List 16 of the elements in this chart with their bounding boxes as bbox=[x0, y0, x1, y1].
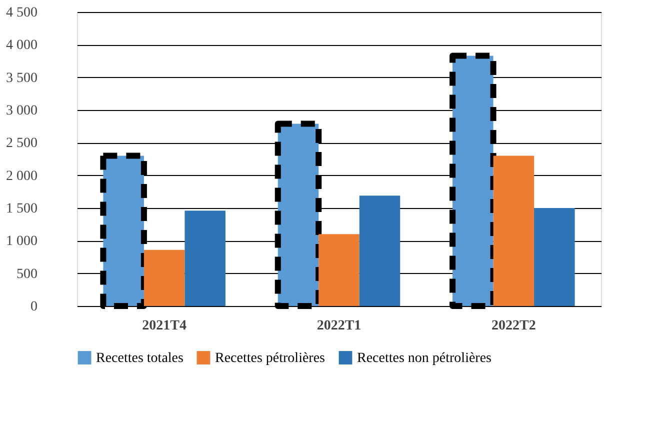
x-tick-label: 2022T1 bbox=[316, 318, 362, 334]
legend-label: Recettes non pétrolières bbox=[357, 350, 492, 366]
x-tick-label: 2022T2 bbox=[491, 318, 536, 334]
y-tick-label: 3 500 bbox=[6, 70, 38, 86]
y-tick-label: 500 bbox=[16, 266, 38, 282]
y-tick-label: 0 bbox=[30, 300, 38, 314]
y-tick-label: 4 000 bbox=[6, 38, 38, 54]
y-tick-label: 4 500 bbox=[6, 6, 38, 20]
legend-label: Recettes totales bbox=[96, 350, 184, 366]
x-tick-label: 2021T4 bbox=[142, 318, 187, 334]
legend-label: Recettes pétrolières bbox=[215, 350, 326, 366]
y-tick-label: 1 000 bbox=[6, 234, 38, 250]
y-tick-label: 2 000 bbox=[6, 168, 38, 184]
y-tick-label: 1 500 bbox=[6, 202, 38, 216]
y-tick-label: 2 500 bbox=[6, 136, 38, 152]
y-tick-label: 3 000 bbox=[6, 104, 38, 118]
